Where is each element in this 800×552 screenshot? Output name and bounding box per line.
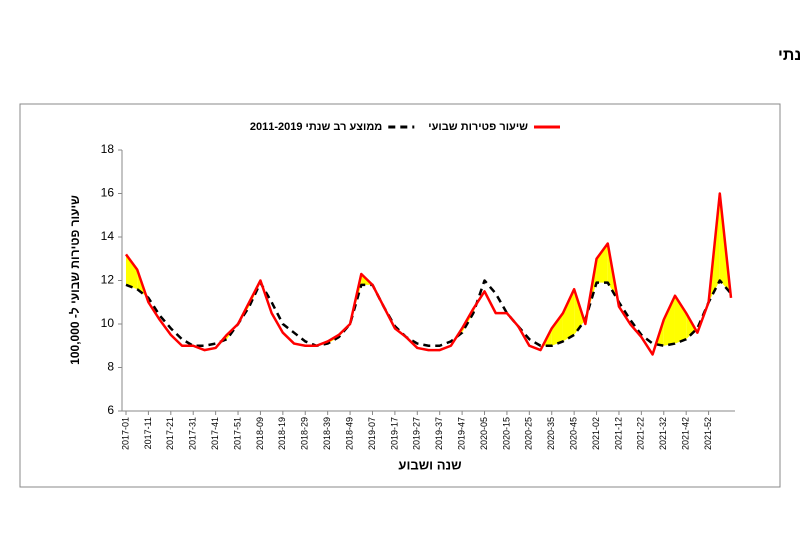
x-tick-label: 2021-32 bbox=[658, 417, 668, 450]
excess-fill bbox=[674, 295, 687, 344]
legend-label: שיעור פטירות שבועי bbox=[428, 121, 528, 133]
x-tick-label: 2019-07 bbox=[367, 417, 377, 450]
x-tick-label: 2018-49 bbox=[344, 417, 354, 450]
x-tick-label: 2021-52 bbox=[703, 417, 713, 450]
chart-frame bbox=[19, 103, 781, 488]
x-tick-label: 2018-39 bbox=[322, 417, 332, 450]
excess-fill bbox=[562, 289, 575, 342]
y-tick-label: 14 bbox=[101, 229, 115, 243]
y-tick-label: 16 bbox=[101, 186, 115, 200]
x-tick-label: 2019-17 bbox=[389, 417, 399, 450]
x-tick-label: 2021-12 bbox=[613, 417, 623, 450]
x-tick-label: 2020-45 bbox=[569, 417, 579, 450]
series-line bbox=[125, 279, 732, 347]
y-tick-label: 8 bbox=[107, 360, 114, 374]
y-axis-label: שיעור פטירות שבועי ל- 100,000 bbox=[68, 195, 82, 365]
chart-title: תרשים 17: שיעור פטירות כלל ארצי, 2017-20… bbox=[778, 46, 800, 64]
excess-fill bbox=[551, 313, 563, 346]
x-tick-label: 2017-41 bbox=[210, 417, 220, 450]
legend-label: ממוצע רב שנתי 2011-2019 bbox=[250, 121, 382, 133]
y-tick-label: 18 bbox=[101, 142, 115, 156]
x-tick-label: 2017-51 bbox=[232, 417, 242, 450]
excess-fill bbox=[596, 243, 608, 283]
y-tick-label: 12 bbox=[101, 273, 115, 287]
excess-fill bbox=[126, 254, 138, 290]
x-tick-label: 2020-05 bbox=[479, 417, 489, 450]
x-tick-label: 2017-21 bbox=[165, 417, 175, 450]
x-tick-label: 2020-15 bbox=[501, 417, 511, 450]
x-tick-label: 2020-35 bbox=[546, 417, 556, 450]
excess-fill bbox=[663, 295, 675, 346]
series-line bbox=[124, 192, 733, 356]
x-tick-label: 2021-22 bbox=[636, 417, 646, 450]
x-tick-label: 2018-09 bbox=[255, 417, 265, 450]
x-tick-label: 2017-11 bbox=[143, 417, 153, 449]
y-tick-label: 6 bbox=[107, 403, 114, 417]
x-tick-label: 2020-25 bbox=[524, 417, 534, 450]
x-tick-label: 2021-42 bbox=[681, 417, 691, 450]
x-tick-label: 2019-47 bbox=[456, 417, 466, 450]
x-tick-label: 2019-27 bbox=[412, 417, 422, 450]
x-tick-label: 2017-31 bbox=[188, 417, 198, 450]
x-tick-label: 2021-02 bbox=[591, 417, 601, 450]
x-tick-label: 2018-19 bbox=[277, 417, 287, 450]
x-tick-label: 2019-37 bbox=[434, 417, 444, 450]
x-axis-label: שנה ושבוע bbox=[398, 457, 461, 472]
y-tick-label: 10 bbox=[101, 316, 115, 330]
x-tick-label: 2017-01 bbox=[120, 417, 130, 450]
x-tick-label: 2018-29 bbox=[300, 417, 310, 450]
